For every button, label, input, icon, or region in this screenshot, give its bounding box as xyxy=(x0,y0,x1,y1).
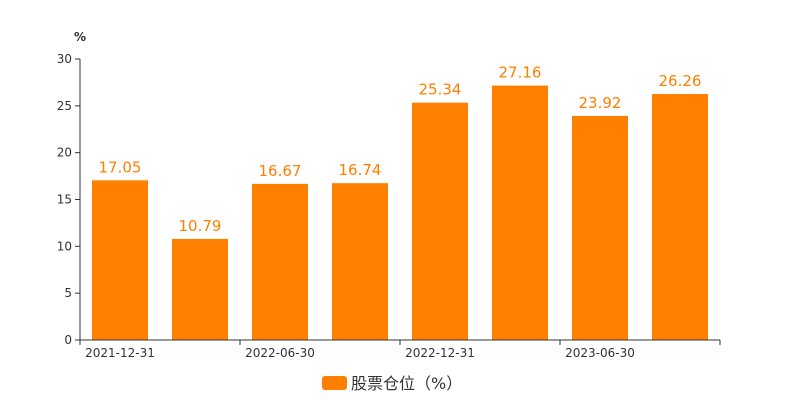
y-axis: 0 5 10 15 20 25 30 xyxy=(57,52,81,347)
bar[interactable] xyxy=(332,183,388,340)
legend[interactable]: 股票仓位（%） xyxy=(322,374,462,393)
bar-value-label: 26.26 xyxy=(659,72,702,90)
bar-value-label: 27.16 xyxy=(499,64,542,82)
bar-value-label: 10.79 xyxy=(179,217,222,235)
bar[interactable] xyxy=(652,94,708,340)
bars-group: 17.05 10.79 16.67 16.74 25.34 27.16 23.92 26.26 xyxy=(92,64,708,340)
bar[interactable] xyxy=(172,238,228,340)
x-tick-label: 2022-12-31 xyxy=(405,346,475,360)
x-tick-label: 2021-12-31 xyxy=(85,346,155,360)
y-tick-label: 15 xyxy=(57,193,72,207)
x-tick-label: 2022-06-30 xyxy=(245,346,315,360)
bar[interactable] xyxy=(412,102,468,340)
legend-label[interactable]: 股票仓位（%） xyxy=(351,374,462,393)
y-tick-label: 0 xyxy=(64,333,72,347)
y-tick-label: 20 xyxy=(57,146,72,160)
y-tick-label: 5 xyxy=(64,286,72,300)
y-tick-label: 10 xyxy=(57,239,72,253)
legend-swatch[interactable] xyxy=(322,376,347,390)
bar-value-label: 23.92 xyxy=(579,94,622,112)
bar-value-label: 17.05 xyxy=(99,158,142,176)
bar[interactable] xyxy=(92,180,148,340)
bar[interactable] xyxy=(252,183,308,340)
bar-value-label: 25.34 xyxy=(419,81,462,99)
y-tick-label: 25 xyxy=(57,99,72,113)
bar[interactable] xyxy=(572,115,628,340)
x-tick-label: 2023-06-30 xyxy=(565,346,635,360)
x-axis: 2021-12-31 2022-06-30 2022-12-31 2023-06-30 xyxy=(79,339,721,360)
bar-value-label: 16.67 xyxy=(259,162,302,180)
y-axis-unit-label: % xyxy=(74,30,86,44)
bar[interactable] xyxy=(492,85,548,340)
y-tick-label: 30 xyxy=(57,52,72,66)
bar-value-label: 16.74 xyxy=(339,161,382,179)
